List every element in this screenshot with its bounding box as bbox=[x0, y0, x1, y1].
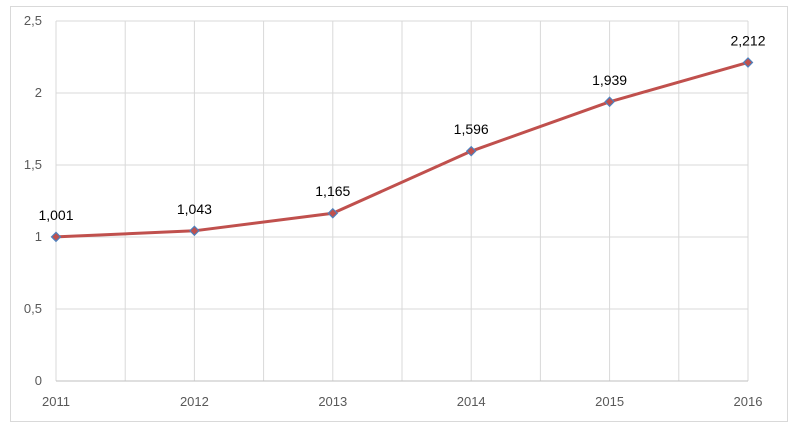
gridlines bbox=[55, 20, 749, 381]
data-point-marker bbox=[50, 231, 62, 243]
x-tick-label: 2013 bbox=[318, 394, 347, 409]
x-tick-label: 2011 bbox=[42, 394, 70, 409]
x-tick-label: 2014 bbox=[457, 394, 486, 409]
y-tick-label: 0 bbox=[35, 373, 42, 388]
data-point-marker bbox=[189, 225, 200, 237]
y-tick-label: 0,5 bbox=[24, 301, 42, 316]
y-tick-label: 2 bbox=[35, 85, 42, 100]
x-tick-label: 2016 bbox=[734, 394, 763, 409]
y-tick-label: 2,5 bbox=[24, 13, 42, 28]
labels: 0 0,5 1 1,5 2 2,5 2011 2012 2013 2014 2015 2016 1,00… bbox=[24, 13, 766, 409]
data-label: 2,212 bbox=[730, 32, 765, 48]
series-line bbox=[55, 61, 749, 239]
data-label: 1,165 bbox=[315, 183, 350, 199]
data-point-marker bbox=[604, 96, 615, 108]
data-label: 1,043 bbox=[177, 201, 212, 217]
data-label: 1,001 bbox=[38, 207, 73, 223]
y-tick-label: 1 bbox=[35, 229, 42, 244]
x-tick-label: 2012 bbox=[180, 394, 209, 409]
y-tick-label: 1,5 bbox=[24, 157, 42, 172]
series bbox=[50, 57, 754, 243]
chart-frame bbox=[10, 6, 788, 422]
data-label: 1,939 bbox=[592, 72, 627, 88]
x-tick-label: 2015 bbox=[595, 394, 624, 409]
data-point-marker bbox=[742, 57, 754, 68]
data-point-marker bbox=[327, 207, 339, 219]
data-point-marker bbox=[465, 145, 477, 157]
data-label: 1,596 bbox=[454, 121, 489, 137]
